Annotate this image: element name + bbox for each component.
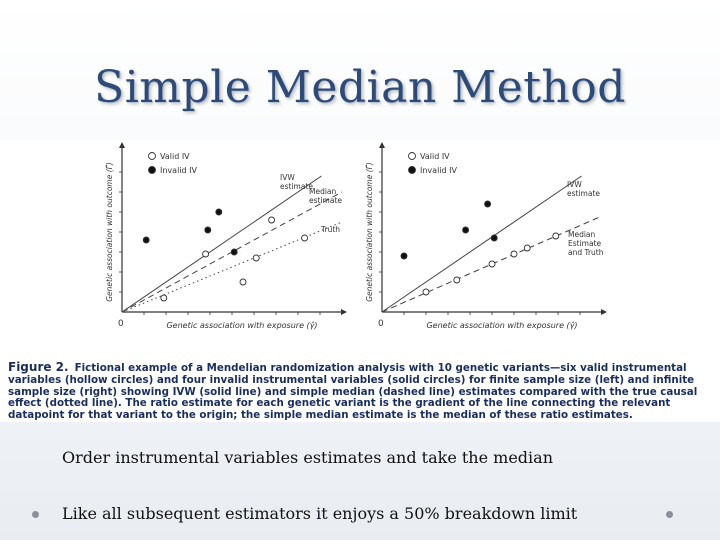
figure-panel	[0, 140, 720, 422]
invalid-iv-point	[462, 226, 470, 234]
legend-invalid-marker	[148, 166, 156, 174]
figure-caption-text: Fictional example of a Mendelian randomi…	[8, 362, 698, 422]
valid-iv-point	[422, 288, 430, 296]
y-axis-arrow	[379, 142, 385, 148]
valid-iv-point	[453, 276, 461, 284]
median-line-label: Median estimate	[309, 187, 342, 205]
valid-iv-point	[160, 294, 168, 302]
y-axis-arrow	[119, 142, 125, 148]
legend-invalid-marker	[408, 166, 416, 174]
valid-iv-point	[552, 232, 560, 240]
valid-iv-point	[268, 216, 276, 224]
valid-iv-point	[523, 244, 531, 252]
valid-iv-point	[252, 254, 260, 262]
invalid-iv-point	[215, 208, 223, 216]
median-line-label: Median Estimate and Truth	[568, 230, 604, 257]
legend-valid-marker	[408, 152, 416, 160]
invalid-iv-point	[484, 200, 492, 208]
bullet-dot-icon	[666, 511, 673, 518]
invalid-iv-point	[400, 252, 408, 260]
valid-iv-point	[510, 250, 518, 258]
legend-valid-label: Valid IV	[420, 152, 450, 161]
ivw-line	[381, 175, 582, 313]
y-axis-label: Genetic association with outcome (Γ̂)	[105, 162, 114, 302]
figure-caption: Figure 2. Fictional example of a Mendelia…	[8, 360, 712, 422]
subtitle-text: Order instrumental variables estimates a…	[62, 448, 554, 467]
invalid-iv-point	[204, 226, 212, 234]
valid-iv-point	[488, 260, 496, 268]
valid-iv-point	[239, 278, 247, 286]
bullet-item: Like all subsequent estimators it enjoys…	[62, 504, 578, 523]
x-axis-arrow	[341, 309, 347, 315]
legend-invalid-label: Invalid IV	[420, 166, 457, 175]
right-scatter-plot: 0 Genetic association with exposure (γ̂) G…	[360, 142, 610, 337]
origin-label: 0	[118, 319, 124, 329]
legend-valid-marker	[148, 152, 156, 160]
left-plot-svg: 0 Genetic association with exposure (γ̂) G…	[105, 142, 347, 330]
origin-label: 0	[378, 319, 384, 329]
bullet-dot-icon	[32, 511, 39, 518]
legend-invalid-label: Invalid IV	[160, 166, 197, 175]
ivw-line-label: IVW estimate	[567, 180, 600, 198]
ivw-line-label: IVW estimate	[280, 173, 313, 191]
x-axis-arrow	[601, 309, 607, 315]
ivw-line	[121, 175, 322, 313]
valid-iv-point	[202, 250, 210, 258]
figure-label: Figure 2.	[8, 360, 69, 374]
truth-line-label: Truth	[320, 225, 340, 234]
right-plot-svg: 0 Genetic association with exposure (γ̂) G…	[365, 142, 607, 330]
truth-line	[121, 221, 343, 313]
legend-valid-label: Valid IV	[160, 152, 190, 161]
slide-title: Simple Median Method	[94, 62, 626, 113]
invalid-iv-point	[142, 236, 150, 244]
valid-iv-point	[301, 234, 309, 242]
y-axis-label: Genetic association with outcome (Γ̂)	[365, 162, 374, 302]
x-axis-label: Genetic association with exposure (γ̂)	[166, 320, 317, 330]
invalid-iv-point	[490, 234, 498, 242]
invalid-iv-point	[230, 248, 238, 256]
x-axis-label: Genetic association with exposure (γ̂)	[426, 320, 577, 330]
left-scatter-plot: 0 Genetic association with exposure (γ̂) G…	[100, 142, 350, 337]
